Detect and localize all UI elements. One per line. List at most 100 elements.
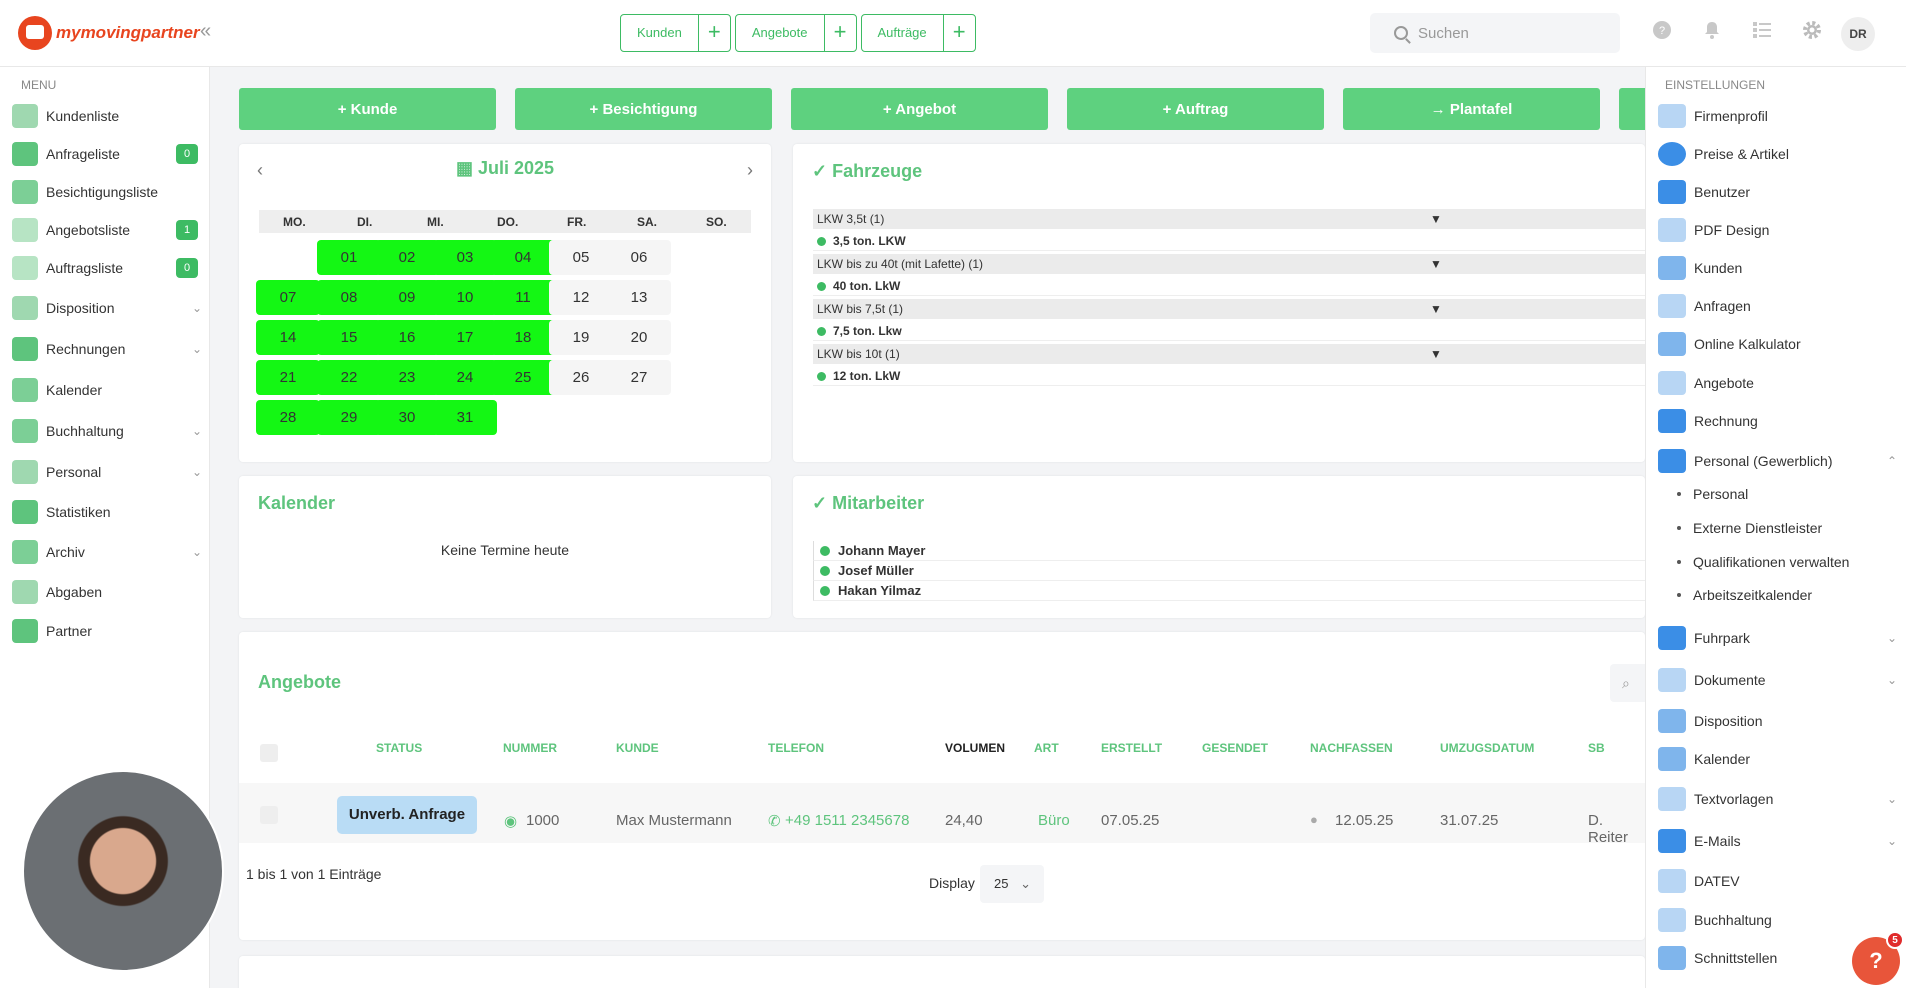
sidebar-item-besichtigungsliste[interactable]: Besichtigungsliste xyxy=(12,177,202,207)
user-avatar[interactable]: DR xyxy=(1841,17,1875,51)
offers-search-icon[interactable]: ⌕ xyxy=(1610,664,1645,702)
collapse-sidebar-icon[interactable]: « xyxy=(200,20,212,42)
calendar-day[interactable]: 20 xyxy=(607,320,671,355)
vehicle-group-row[interactable]: LKW 3,5t (1) ▼ xyxy=(813,209,1663,229)
sidebar-item-statistiken[interactable]: Statistiken xyxy=(12,497,202,527)
row-checkbox[interactable] xyxy=(260,806,278,824)
plantafel-button[interactable]: → Plantafel xyxy=(1343,88,1600,130)
settings-subitem-qualifikationen[interactable]: Qualifikationen verwalten xyxy=(1677,554,1849,570)
settings-item-pdf-design[interactable]: PDF Design xyxy=(1658,215,1903,245)
quick-auftraege-button[interactable]: Aufträge xyxy=(877,25,927,40)
checklist-icon[interactable] xyxy=(1750,18,1774,42)
settings-item-kalender[interactable]: Kalender xyxy=(1658,744,1903,774)
quick-kunden-button[interactable]: Kunden xyxy=(637,25,682,40)
staff-row[interactable]: Johann Mayer xyxy=(813,541,1663,561)
quick-angebote-button[interactable]: Angebote xyxy=(751,25,808,40)
column-header[interactable]: SB xyxy=(1588,741,1605,755)
settings-item-disposition[interactable]: Disposition xyxy=(1658,706,1903,736)
staff-row[interactable]: Josef Müller xyxy=(813,561,1663,581)
calendar-day[interactable]: 11 xyxy=(491,280,555,315)
quick-angebote-add-icon[interactable]: + xyxy=(823,15,856,51)
offer-phone[interactable]: +49 1511 2345678 xyxy=(785,812,910,829)
column-header[interactable]: NUMMER xyxy=(503,741,557,755)
settings-item-kunden[interactable]: Kunden xyxy=(1658,253,1903,283)
calendar-day[interactable]: 16 xyxy=(375,320,439,355)
sidebar-item-auftragsliste[interactable]: Auftragsliste 0 xyxy=(12,253,202,283)
prev-month-icon[interactable]: ‹ xyxy=(257,160,263,180)
brand-logo[interactable]: mymovingpartner xyxy=(18,16,200,50)
column-header[interactable]: NACHFASSEN xyxy=(1310,741,1393,755)
calendar-day[interactable]: 18 xyxy=(491,320,555,355)
settings-item-buchhaltung[interactable]: Buchhaltung xyxy=(1658,905,1903,935)
gear-icon[interactable] xyxy=(1800,18,1824,42)
calendar-day[interactable]: 27 xyxy=(607,360,671,395)
sidebar-item-rechnungen[interactable]: Rechnungen ⌄ xyxy=(12,334,202,364)
calendar-day[interactable]: 03 xyxy=(433,240,497,275)
calendar-day[interactable]: 29 xyxy=(317,400,381,435)
help-button[interactable]: ? 5 xyxy=(1852,931,1904,985)
settings-item-rechnung[interactable]: Rechnung xyxy=(1658,406,1903,436)
settings-item-dokumente[interactable]: Dokumente ⌄ xyxy=(1658,665,1903,695)
settings-item-benutzer[interactable]: Benutzer xyxy=(1658,177,1903,207)
sidebar-item-abgaben[interactable]: Abgaben xyxy=(12,577,202,607)
settings-subitem-externe-dienstleister[interactable]: Externe Dienstleister xyxy=(1677,520,1822,536)
settings-subitem-personal[interactable]: Personal xyxy=(1677,486,1748,502)
calendar-day[interactable]: 28 xyxy=(256,400,320,435)
calendar-day[interactable]: 25 xyxy=(491,360,555,395)
calendar-day[interactable]: 15 xyxy=(317,320,381,355)
calendar-day[interactable]: 07 xyxy=(256,280,320,315)
page-size-select[interactable]: 25 ⌄ xyxy=(980,865,1044,903)
calendar-day[interactable]: 23 xyxy=(375,360,439,395)
vehicle-group-row[interactable]: LKW bis 10t (1) ▼ xyxy=(813,344,1663,364)
next-month-icon[interactable]: › xyxy=(747,160,753,180)
sidebar-item-kalender[interactable]: Kalender xyxy=(12,375,202,405)
calendar-day[interactable]: 06 xyxy=(607,240,671,275)
search-input[interactable]: Suchen xyxy=(1370,13,1620,53)
status-badge[interactable]: Unverb. Anfrage xyxy=(337,796,477,834)
settings-item-emails[interactable]: E-Mails ⌄ xyxy=(1658,826,1903,856)
calendar-day[interactable]: 30 xyxy=(375,400,439,435)
select-all-checkbox[interactable] xyxy=(260,744,278,762)
sidebar-item-personal[interactable]: Personal ⌄ xyxy=(12,457,202,487)
settings-item-datev[interactable]: DATEV xyxy=(1658,866,1903,896)
quick-auftraege-add-icon[interactable]: + xyxy=(942,15,975,51)
settings-item-preise[interactable]: Preise & Artikel xyxy=(1658,139,1903,169)
quick-kunden-add-icon[interactable]: + xyxy=(697,15,730,51)
settings-item-angebote[interactable]: Angebote xyxy=(1658,368,1903,398)
calendar-day[interactable]: 26 xyxy=(549,360,613,395)
calendar-day[interactable]: 22 xyxy=(317,360,381,395)
calendar-day[interactable]: 04 xyxy=(491,240,555,275)
offer-number[interactable]: 1000 xyxy=(526,812,560,829)
followup-check-icon[interactable]: ● xyxy=(1310,812,1318,827)
new-kunde-button[interactable]: + Kunde xyxy=(239,88,496,130)
new-besichtigung-button[interactable]: + Besichtigung xyxy=(515,88,772,130)
column-header[interactable]: KUNDE xyxy=(616,741,659,755)
vehicle-group-row[interactable]: LKW bis 7,5t (1) ▼ xyxy=(813,299,1663,319)
sidebar-item-anfrageliste[interactable]: Anfrageliste 0 xyxy=(12,139,202,169)
column-header[interactable]: ERSTELLT xyxy=(1101,741,1163,755)
column-header[interactable]: TELEFON xyxy=(768,741,824,755)
calendar-day[interactable]: 10 xyxy=(433,280,497,315)
offer-customer[interactable]: Max Mustermann xyxy=(616,812,732,829)
sidebar-item-archiv[interactable]: Archiv ⌄ xyxy=(12,537,202,567)
calendar-day[interactable]: 05 xyxy=(549,240,613,275)
calendar-day[interactable]: 12 xyxy=(549,280,613,315)
calendar-day[interactable]: 08 xyxy=(317,280,381,315)
vehicle-group-row[interactable]: LKW bis zu 40t (mit Lafette) (1) ▼ xyxy=(813,254,1663,274)
settings-item-personal-gewerblich[interactable]: Personal (Gewerblich) ⌃ xyxy=(1658,446,1903,476)
new-angebot-button[interactable]: + Angebot xyxy=(791,88,1048,130)
calendar-day[interactable]: 01 xyxy=(317,240,381,275)
settings-item-fuhrpark[interactable]: Fuhrpark ⌄ xyxy=(1658,623,1903,653)
more-action-button[interactable] xyxy=(1619,88,1649,130)
calendar-day[interactable]: 19 xyxy=(549,320,613,355)
calendar-day[interactable]: 21 xyxy=(256,360,320,395)
sidebar-item-partner[interactable]: Partner xyxy=(12,616,202,646)
bell-icon[interactable] xyxy=(1700,18,1724,42)
column-header[interactable]: VOLUMEN xyxy=(945,741,1005,755)
settings-item-schnittstellen[interactable]: Schnittstellen xyxy=(1658,943,1903,973)
sidebar-item-disposition[interactable]: Disposition ⌄ xyxy=(12,293,202,323)
new-auftrag-button[interactable]: + Auftrag xyxy=(1067,88,1324,130)
column-header[interactable]: GESENDET xyxy=(1202,741,1269,755)
calendar-day[interactable]: 17 xyxy=(433,320,497,355)
settings-subitem-arbeitszeitkalender[interactable]: Arbeitszeitkalender xyxy=(1677,587,1812,603)
